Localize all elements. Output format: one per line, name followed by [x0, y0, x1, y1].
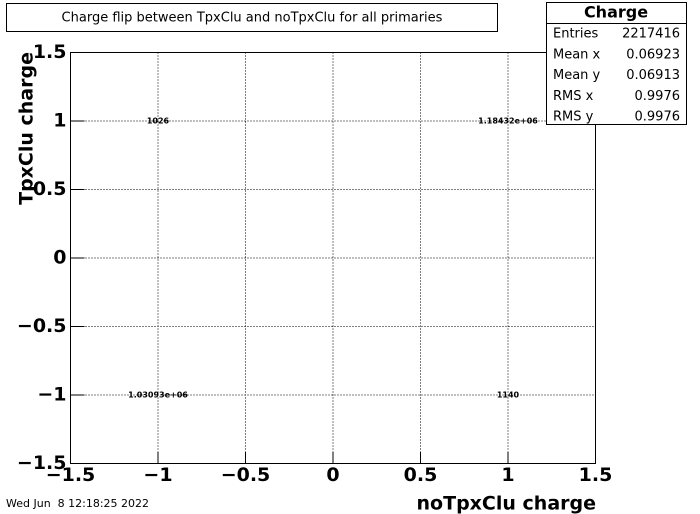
stat-value: 0.9976: [635, 89, 681, 104]
cell-label: 1.03093e+06: [128, 391, 188, 400]
stat-name: Entries: [553, 27, 599, 42]
stat-value: 0.06923: [626, 47, 680, 62]
x-axis-label: noTpxClu charge: [417, 493, 596, 514]
y-tick-label: 1: [53, 110, 66, 132]
stat-value: 2217416: [622, 27, 680, 42]
y-tick-label: −1: [37, 384, 66, 406]
y-tick-label: 0: [53, 247, 66, 269]
chart-title: Charge flip between TpxClu and noTpxClu …: [62, 11, 443, 26]
stat-name: Mean x: [553, 47, 601, 62]
x-tick-label: −1.5: [46, 464, 96, 486]
timestamp: Wed Jun 8 12:18:25 2022: [6, 497, 149, 510]
y-tick-label: 0.5: [33, 178, 67, 200]
x-tick-label: −1: [143, 464, 172, 486]
x-tick-label: 0.5: [404, 464, 438, 486]
x-tick-label: 0: [326, 464, 339, 486]
stat-value: 0.9976: [635, 110, 681, 125]
y-tick-label: 1.5: [33, 41, 67, 63]
cell-label: 1.18432e+06: [478, 117, 538, 126]
stat-name: Mean y: [553, 68, 601, 83]
x-tick-label: 1.5: [579, 464, 613, 486]
y-axis-label: TpxClu charge: [16, 52, 38, 205]
stat-value: 0.06913: [626, 68, 680, 83]
cell-label: 1140: [497, 391, 520, 400]
x-tick-label: −0.5: [221, 464, 271, 486]
x-tick-label: 1: [501, 464, 514, 486]
stats-title: Charge: [584, 3, 648, 22]
stats-box: Charge Entries 2217416 Mean x 0.06923 Mean y…: [546, 2, 687, 125]
y-tick-label: −1.5: [17, 452, 67, 474]
stat-name: RMS y: [553, 110, 594, 125]
cell-label: 1026: [147, 117, 170, 126]
title-box: [6, 3, 498, 32]
y-tick-label: −0.5: [17, 315, 67, 337]
stat-name: RMS x: [553, 89, 594, 104]
stats-frame: [546, 2, 687, 125]
